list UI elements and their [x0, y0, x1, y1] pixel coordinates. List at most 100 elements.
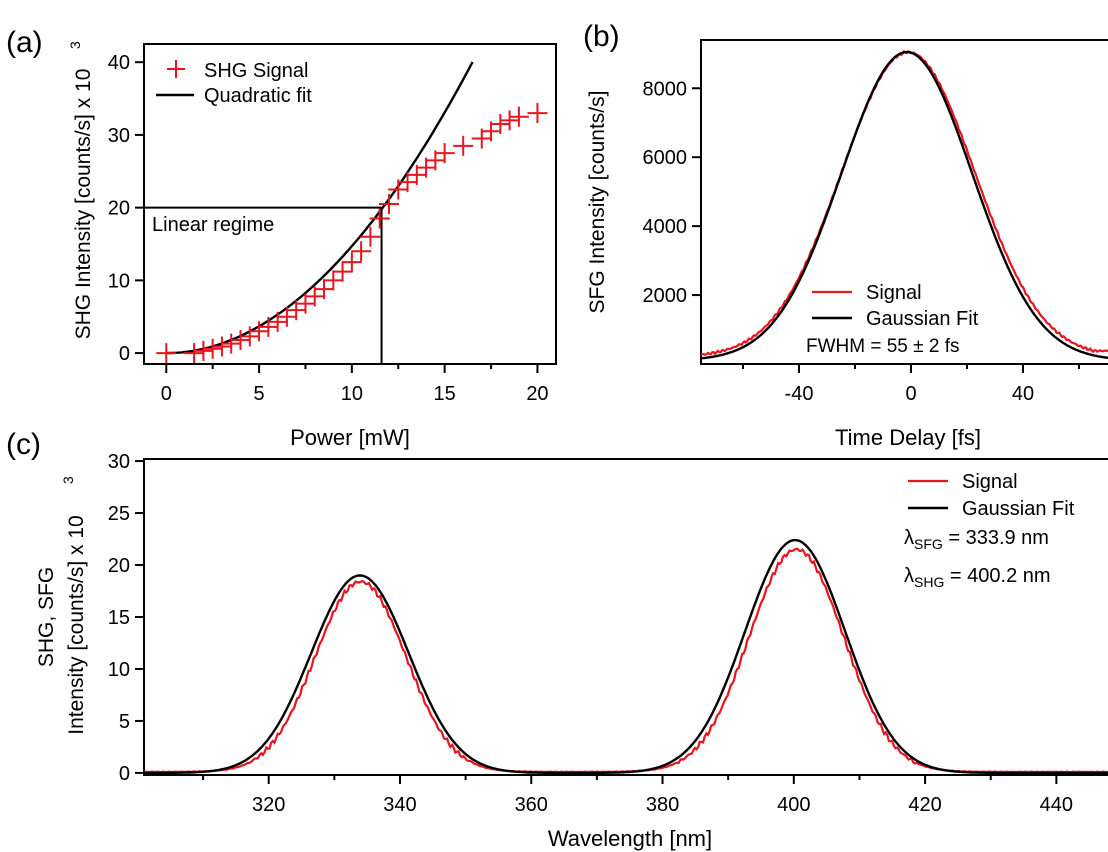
y-tick-label: 30: [108, 125, 130, 147]
panel-a-shg-points: [156, 103, 548, 364]
y-tick-label: 0: [119, 763, 130, 785]
shg-point: [239, 326, 260, 347]
panel-a-linear-regime-label: Linear regime: [152, 214, 274, 236]
shg-point: [202, 338, 223, 359]
panel-a-legend: SHG Signal Quadratic fit: [156, 60, 312, 107]
y-tick-label: 6000: [643, 147, 688, 169]
y-tick-label: 30: [108, 451, 130, 473]
shg-point: [221, 333, 242, 354]
shg-point: [193, 340, 214, 361]
shg-point: [369, 208, 390, 229]
gaussian-fit-line: [144, 538, 1108, 775]
y-tick-label: 20: [108, 198, 130, 220]
shg-point: [527, 103, 548, 124]
y-tick-label: 20: [108, 555, 130, 577]
panel-c-y-ticks: 0 5 10 15 20 25 30: [108, 451, 144, 785]
x-tick-label: -40: [785, 383, 814, 405]
panel-b-y-label: SFG Intensity [counts/s]: [586, 91, 609, 314]
panel-a-y-label-exponent: 3: [67, 41, 83, 49]
panel-c-y-label-exponent: 3: [60, 476, 76, 484]
panel-c-legend: Signal Gaussian Fit: [908, 471, 1075, 520]
panel-c-legend-fit: Gaussian Fit: [962, 498, 1075, 520]
panel-c-x-ticks: 320 340 360 380 400 420 440: [202, 775, 1073, 816]
panel-c-curves: [143, 538, 1108, 775]
x-tick-label: 340: [383, 794, 416, 816]
panel-c-y-label-line2: Intensity [counts/s] x 10 3: [60, 476, 88, 735]
x-tick-label: 320: [252, 794, 285, 816]
x-tick-label: 20: [526, 383, 548, 405]
y-tick-label: 15: [108, 607, 130, 629]
panel-b-fwhm-annotation: FWHM = 55 ± 2 fs: [806, 336, 959, 357]
y-tick-label: 0: [119, 343, 130, 365]
shg-point: [258, 316, 279, 337]
panel-c-y-label-line1: SHG, SFG: [35, 567, 58, 667]
gaussian-fit-line: [700, 50, 1108, 360]
panel-a-x-ticks: 0 5 10 15 20: [161, 364, 549, 405]
x-tick-label: 10: [341, 383, 363, 405]
shg-point: [490, 114, 511, 134]
x-tick-label: 40: [1012, 383, 1034, 405]
x-tick-label: 0: [161, 383, 172, 405]
panel-c: (c) 320 340 360 380 400 420 440 0 5 10 15 20 25 30 S…: [6, 428, 1108, 851]
x-tick-label: 380: [646, 794, 679, 816]
y-tick-label: 5: [119, 711, 130, 733]
panel-c-legend-signal: Signal: [962, 471, 1018, 493]
panel-a-x-label: Power [mW]: [290, 425, 410, 450]
shg-point: [230, 330, 251, 350]
y-tick-label: 8000: [643, 78, 688, 100]
panel-c-lambda-shg: λSHG = 400.2 nm: [904, 565, 1051, 590]
panel-c-y-label-line2-text: Intensity [counts/s] x 10: [65, 515, 88, 734]
y-tick-label: 10: [108, 270, 130, 292]
panel-b-legend-fit: Gaussian Fit: [866, 308, 979, 330]
panel-a: (a) 0 5 10 15 20 0 10 20 30 40 Linear regime SHG…: [6, 26, 557, 450]
panel-a-legend-fit: Quadratic fit: [204, 85, 312, 107]
panel-c-lambda-sfg: λSFG = 333.9 nm: [904, 527, 1049, 552]
panel-a-label: (a): [6, 26, 43, 59]
shg-point: [267, 311, 288, 332]
panel-a-y-ticks: 0 10 20 30 40: [108, 52, 144, 365]
panel-b-y-ticks: 2000 4000 6000 8000: [643, 78, 701, 307]
x-tick-label: 440: [1040, 794, 1073, 816]
x-tick-label: 5: [254, 383, 265, 405]
y-tick-label: 25: [108, 503, 130, 525]
shg-point: [499, 110, 520, 131]
x-tick-label: 400: [777, 794, 810, 816]
panel-b-legend: Signal Gaussian Fit: [812, 282, 979, 330]
panel-b: (b) -40 0 40 2000 4000 6000 8000 Signal Gauss…: [583, 20, 1108, 450]
shg-point: [351, 241, 372, 262]
x-tick-label: 420: [908, 794, 941, 816]
x-tick-label: 0: [905, 383, 916, 405]
panel-a-quadratic-fit: [166, 61, 474, 355]
panel-a-plot-frame: [143, 43, 557, 365]
shg-point: [378, 194, 399, 214]
panel-c-x-label: Wavelength [nm]: [548, 826, 712, 851]
y-tick-label: 2000: [643, 285, 688, 307]
quadratic-fit-line: [166, 61, 474, 355]
shg-point: [360, 226, 381, 247]
panel-b-x-label: Time Delay [fs]: [835, 425, 981, 450]
shg-point: [508, 106, 529, 127]
shg-point: [156, 343, 177, 364]
panel-b-legend-signal: Signal: [866, 282, 922, 304]
x-tick-label: 360: [515, 794, 548, 816]
panel-b-curves: [700, 49, 1108, 360]
y-tick-label: 40: [108, 52, 130, 74]
panel-c-label: (c): [6, 428, 41, 461]
shg-point: [211, 336, 232, 357]
y-tick-label: 10: [108, 659, 130, 681]
panel-b-label: (b): [583, 20, 620, 53]
shg-point: [323, 270, 344, 291]
x-tick-label: 15: [434, 383, 456, 405]
panel-a-y-label: SHG Intensity [counts/s] x 10 3: [67, 41, 95, 339]
shg-point: [184, 343, 205, 364]
y-tick-label: 4000: [643, 216, 688, 238]
panel-a-legend-signal: SHG Signal: [204, 60, 309, 82]
shg-point: [314, 279, 335, 300]
shg-point: [453, 135, 474, 156]
shg-point: [341, 252, 362, 273]
panel-a-y-label-text: SHG Intensity [counts/s] x 10: [72, 69, 95, 340]
shg-point: [332, 261, 353, 282]
shg-point: [434, 143, 455, 164]
panel-a-linear-regime-guides: [144, 206, 383, 364]
